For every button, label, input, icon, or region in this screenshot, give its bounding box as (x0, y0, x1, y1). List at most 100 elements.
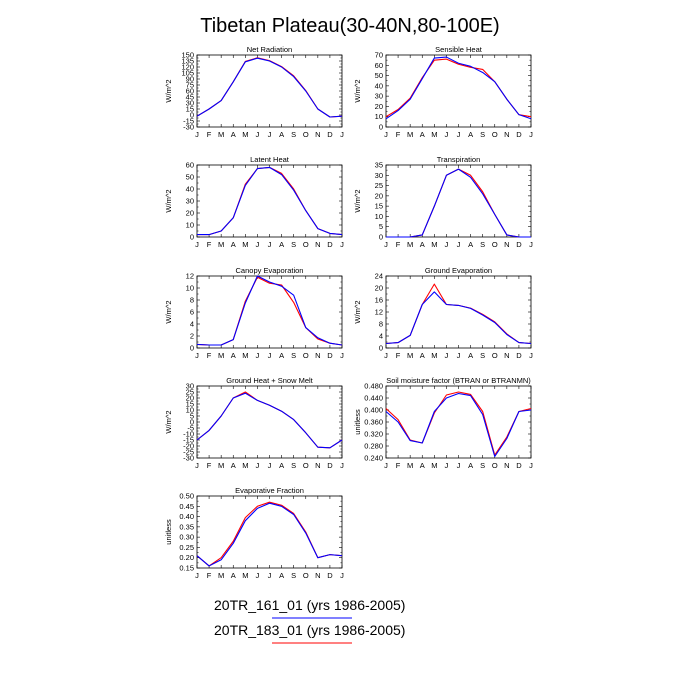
y-tick-label: 60 (375, 61, 383, 70)
x-tick-label: D (327, 240, 333, 249)
x-tick-label: M (242, 571, 248, 580)
y-tick-label: 75 (186, 81, 194, 90)
series-line-1 (385, 56, 532, 120)
y-tick-label: 0.35 (179, 522, 194, 531)
y-tick-label: 105 (181, 69, 194, 78)
legend-label-2: 20TR_183_01 (yrs 1986-2005) (214, 622, 405, 638)
series-line-1 (196, 57, 343, 118)
x-tick-label: D (516, 130, 522, 139)
x-tick-label: M (431, 351, 437, 360)
x-tick-label: J (268, 130, 272, 139)
x-tick-label: F (207, 130, 212, 139)
panel-9: Evaporative Fraction unitless 0.15 0.200.25… (164, 486, 344, 580)
panel-title: Ground Heat + Snow Melt (226, 376, 313, 385)
x-tick-label: J (529, 461, 533, 470)
x-tick-label: M (431, 130, 437, 139)
y-tick-label: 50 (186, 173, 194, 182)
x-tick-label: O (492, 461, 498, 470)
x-tick-label: J (268, 461, 272, 470)
y-tick-label: 0 (379, 233, 383, 242)
x-tick-label: O (492, 240, 498, 249)
y-tick-label: 24 (375, 272, 383, 281)
y-tick-label: 20 (186, 209, 194, 218)
x-tick-label: S (291, 240, 296, 249)
y-tick-label: 90 (186, 75, 194, 84)
x-tick-label: M (407, 130, 413, 139)
plot-frame (385, 54, 532, 128)
series-line-2 (197, 166, 343, 236)
x-tick-label: J (340, 351, 344, 360)
x-tick-label: A (231, 571, 236, 580)
y-tick-label: 0.45 (179, 502, 194, 511)
y-tick-label: 45 (186, 93, 194, 102)
panel-title: Transpiration (437, 155, 481, 164)
x-tick-label: J (340, 130, 344, 139)
y-tick-label: -10 (183, 430, 194, 439)
x-tick-label: M (242, 351, 248, 360)
x-tick-label: F (396, 461, 401, 470)
x-tick-label: J (457, 130, 461, 139)
panels: Net RadiationW/m^2-30-150153045607590105… (164, 45, 533, 580)
x-tick-label: M (218, 130, 224, 139)
series-line-2 (385, 58, 532, 118)
x-tick-label: A (468, 130, 473, 139)
x-tick-label: S (480, 240, 485, 249)
y-tick-label: 0 (190, 418, 194, 427)
x-tick-label: M (431, 461, 437, 470)
y-tick-label: -30 (183, 123, 194, 132)
y-tick-label: 60 (186, 87, 194, 96)
series-line-2 (385, 391, 532, 456)
x-tick-label: J (529, 351, 533, 360)
y-tick-label: 15 (186, 400, 194, 409)
x-tick-label: N (315, 571, 320, 580)
y-tick-label: 120 (181, 63, 194, 72)
y-tick-label: 50 (375, 71, 383, 80)
x-tick-label: M (242, 130, 248, 139)
y-tick-label: 5 (190, 412, 194, 421)
x-tick-label: J (384, 461, 388, 470)
y-tick-label: -15 (183, 436, 194, 445)
x-tick-label: O (303, 571, 309, 580)
x-tick-label: O (303, 240, 309, 249)
x-tick-label: M (407, 351, 413, 360)
y-tick-label: 20 (375, 191, 383, 200)
y-tick-label: 150 (181, 51, 194, 60)
x-tick-label: J (195, 240, 199, 249)
x-tick-label: M (407, 240, 413, 249)
x-tick-label: J (340, 571, 344, 580)
x-tick-label: J (195, 130, 199, 139)
x-tick-label: F (396, 351, 401, 360)
x-tick-label: A (231, 461, 236, 470)
y-tick-label: 0.320 (364, 430, 383, 439)
x-tick-label: A (420, 130, 425, 139)
y-tick-label: 0.480 (364, 382, 383, 391)
x-tick-label: N (504, 461, 509, 470)
x-tick-label: J (445, 461, 449, 470)
x-tick-label: S (291, 130, 296, 139)
x-tick-label: J (256, 571, 260, 580)
plot-frame (196, 164, 343, 238)
plot-frame (196, 275, 343, 349)
y-tick-label: 30 (186, 197, 194, 206)
y-tick-label: 4 (379, 332, 383, 341)
x-tick-label: J (340, 461, 344, 470)
x-tick-label: A (231, 351, 236, 360)
x-tick-label: J (256, 130, 260, 139)
x-tick-label: N (504, 351, 509, 360)
x-tick-label: O (303, 461, 309, 470)
y-tick-label: 25 (186, 388, 194, 397)
y-tick-label: 10 (375, 212, 383, 221)
y-tick-label: 30 (375, 171, 383, 180)
y-tick-label: 25 (375, 181, 383, 190)
x-tick-label: S (480, 130, 485, 139)
y-tick-label: 0.50 (179, 492, 194, 501)
y-tick-label: 30 (186, 382, 194, 391)
x-tick-label: D (327, 461, 333, 470)
x-tick-label: A (468, 240, 473, 249)
x-tick-label: J (195, 571, 199, 580)
y-tick-label: 0.280 (364, 442, 383, 451)
y-tick-label: 15 (375, 202, 383, 211)
